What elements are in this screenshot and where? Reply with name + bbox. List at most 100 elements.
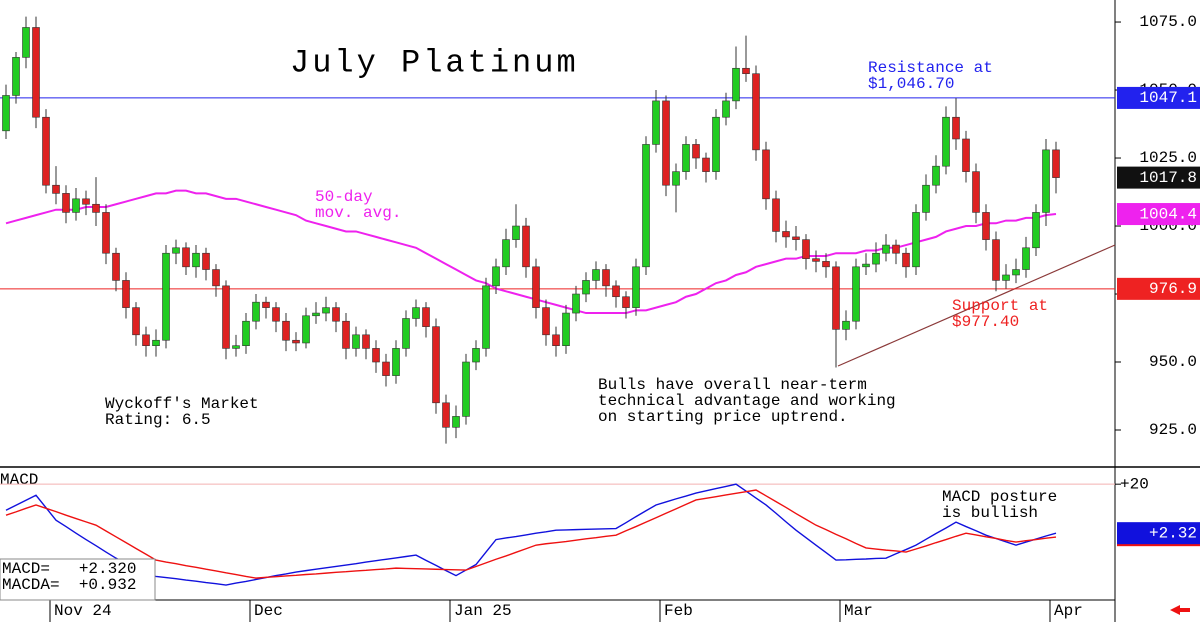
comment-note: technical advantage and working: [598, 392, 896, 410]
candle-body: [832, 266, 840, 330]
candle-body: [242, 320, 250, 346]
candle-body: [722, 100, 730, 118]
candle-body: [702, 157, 710, 172]
candle-body: [42, 116, 50, 186]
candle-body: [992, 239, 1000, 281]
candle-body: [1032, 212, 1040, 249]
candle-body: [872, 252, 880, 265]
resistance-tag: 1047.1: [1139, 89, 1197, 107]
candle-body: [782, 231, 790, 238]
y-tick-label: 950.0: [1149, 353, 1197, 371]
candle-body: [332, 307, 340, 322]
candle-body: [302, 315, 310, 344]
candle-body: [22, 27, 30, 58]
y-tick-label: 1075.0: [1139, 13, 1197, 31]
candle-body: [482, 285, 490, 349]
candle-body: [372, 348, 380, 363]
macd-note: MACD posture: [942, 488, 1057, 506]
macd-note: is bullish: [942, 504, 1038, 522]
macd-readout: MACD= +2.320: [2, 560, 136, 578]
resistance-note: $1,046.70: [868, 75, 954, 93]
candle-body: [292, 339, 300, 344]
candle-body: [1042, 149, 1050, 213]
y-tick-label: +20: [1120, 475, 1149, 493]
candle-body: [982, 212, 990, 240]
candle-body: [272, 307, 280, 322]
candle-body: [442, 402, 450, 428]
candle-body: [362, 334, 370, 349]
candle-body: [402, 318, 410, 349]
candle-body: [282, 320, 290, 341]
candle-body: [632, 266, 640, 308]
candle-body: [852, 266, 860, 322]
candle-body: [812, 258, 820, 262]
candle-body: [652, 100, 660, 145]
candle-body: [762, 149, 770, 200]
candle-body: [122, 280, 130, 308]
candle-body: [772, 198, 780, 232]
candle-body: [262, 301, 270, 308]
candle-body: [962, 138, 970, 172]
candle-body: [682, 144, 690, 172]
moving-average: [5, 189, 1057, 315]
candle-body: [1002, 274, 1010, 281]
candle-body: [922, 184, 930, 213]
ma-tag: 1004.4: [1139, 205, 1197, 223]
candle-body: [2, 95, 10, 132]
x-tick-label: Mar: [844, 602, 873, 620]
x-tick-label: Feb: [664, 602, 693, 620]
candle-body: [522, 225, 530, 268]
ma-label: 50-day: [315, 188, 373, 206]
candle-body: [392, 348, 400, 376]
candle-body: [942, 116, 950, 167]
rating-note: Rating: 6.5: [105, 411, 211, 429]
candle-body: [802, 239, 810, 259]
candle-body: [62, 193, 70, 213]
ma-tag-box: [1117, 203, 1200, 226]
candle-body: [472, 348, 480, 363]
candle-body: [212, 269, 220, 287]
candle-body: [382, 361, 390, 376]
macd-line: [5, 483, 1057, 586]
candle-body: [162, 252, 170, 341]
candle-body: [952, 116, 960, 140]
x-tick-label: Nov 24: [54, 602, 112, 620]
candle-body: [842, 320, 850, 330]
trend-line: [837, 244, 1116, 367]
candle-body: [72, 198, 80, 213]
candle-body: [622, 296, 630, 308]
candle-body: [612, 285, 620, 298]
rating-note: Wyckoff's Market: [105, 395, 259, 413]
support-note: Support at: [952, 297, 1048, 315]
candle-body: [102, 212, 110, 254]
candle-body: [422, 307, 430, 327]
last-close-tag: 1017.8: [1139, 169, 1197, 187]
candle-body: [82, 198, 90, 205]
candle-body: [1052, 149, 1060, 178]
candle-body: [742, 67, 750, 75]
macd-tag-box: [1117, 522, 1200, 545]
x-tick-label: Apr: [1054, 602, 1083, 620]
candle-body: [232, 345, 240, 349]
y-tick-label: 925.0: [1149, 421, 1197, 439]
comment-note: Bulls have overall near-term: [598, 376, 867, 394]
resistance-tag-box: [1117, 86, 1200, 109]
macd-readout: MACDA= +0.932: [2, 576, 136, 594]
ma-label: mov. avg.: [315, 204, 401, 222]
candle-body: [342, 320, 350, 349]
candle-body: [662, 100, 670, 186]
candle-body: [552, 334, 560, 346]
candle-body: [352, 334, 360, 349]
candle-body: [152, 339, 160, 346]
candle-body: [502, 239, 510, 268]
x-tick-label: Dec: [254, 602, 283, 620]
macd-label: MACD: [0, 471, 38, 489]
candle-body: [692, 144, 700, 159]
candle-body: [642, 144, 650, 268]
signal-line: [5, 489, 1057, 579]
candle-body: [32, 27, 40, 118]
candle-body: [12, 57, 20, 96]
candle-body: [52, 184, 60, 194]
